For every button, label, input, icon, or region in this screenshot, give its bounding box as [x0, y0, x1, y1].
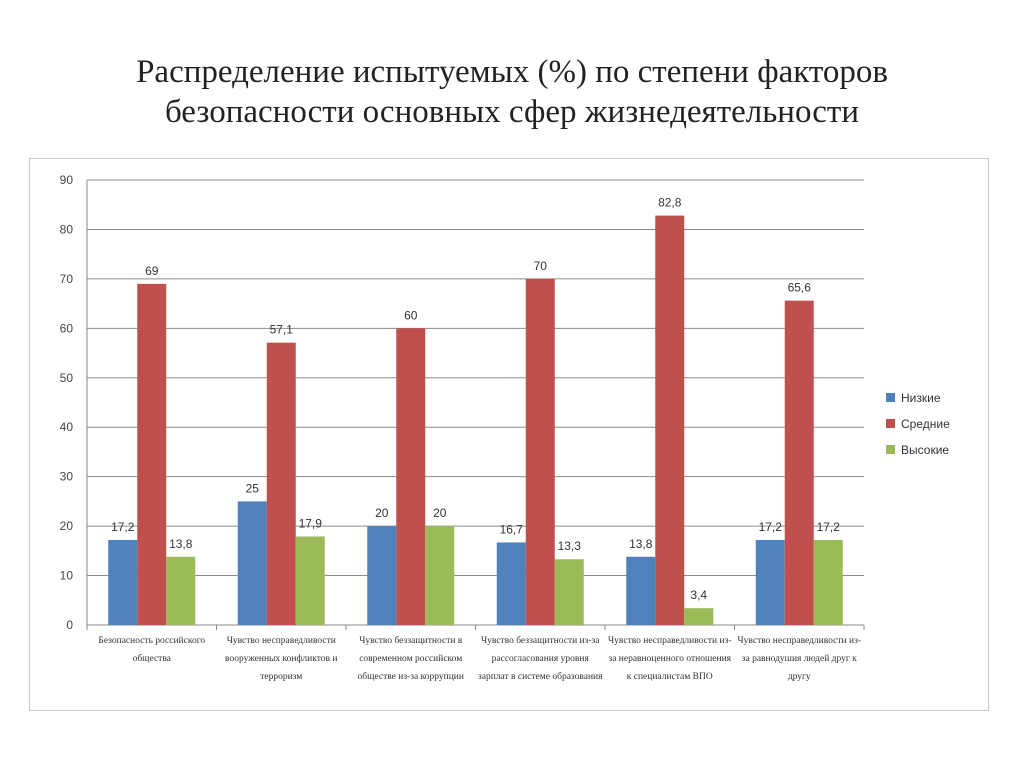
legend-label: Низкие — [901, 391, 941, 405]
data-label: 25 — [246, 481, 260, 495]
bar — [137, 283, 167, 625]
data-label: 17,2 — [817, 520, 841, 534]
category-label: Чувство беззащитности в — [359, 635, 463, 646]
y-tick-label: 40 — [60, 420, 74, 434]
data-label: 16,7 — [500, 522, 524, 536]
bar — [626, 556, 656, 625]
bar — [295, 536, 325, 625]
legend-label: Средние — [901, 417, 950, 431]
bar — [496, 542, 526, 625]
data-label: 20 — [433, 506, 447, 520]
slide-title-line-2: безопасности основных сфер жизнедеятельн… — [164, 94, 860, 130]
data-label: 17,9 — [299, 516, 323, 530]
y-tick-label: 50 — [60, 371, 74, 385]
category-label: современном российском — [359, 653, 462, 664]
y-tick-label: 0 — [66, 618, 73, 632]
legend-swatch — [886, 393, 895, 402]
data-label: 3,4 — [690, 588, 707, 602]
y-tick-label: 70 — [60, 272, 74, 286]
bar — [813, 539, 843, 625]
category-label: зарплат в системе образования — [478, 671, 603, 682]
bar — [266, 342, 296, 625]
category-label: вооруженных конфликтов и — [225, 653, 337, 664]
data-label: 57,1 — [270, 323, 294, 337]
category-label: Чувство беззащитности из-за — [481, 635, 600, 646]
data-label: 60 — [404, 308, 418, 322]
y-tick-label: 10 — [60, 569, 74, 583]
data-label: 13,3 — [558, 539, 582, 553]
bar — [367, 526, 397, 625]
legend-swatch — [886, 445, 895, 454]
category-label: терроризм — [260, 672, 302, 682]
y-tick-label: 20 — [60, 519, 74, 533]
category-label: к специалистам ВПО — [627, 672, 713, 682]
bar — [237, 501, 267, 625]
category-label: за неравноценного отношения — [608, 654, 731, 664]
bar — [784, 300, 814, 625]
y-tick-label: 60 — [60, 321, 74, 335]
slide-title-line-1: Распределение испытуемых (%) по степени … — [136, 54, 888, 90]
bar — [425, 526, 455, 625]
data-label: 17,2 — [111, 520, 135, 534]
legend-label: Высокие — [901, 443, 949, 457]
category-label: Безопасность российского — [98, 635, 205, 646]
category-label: рассогласования уровня — [492, 654, 590, 664]
bar — [554, 559, 584, 625]
data-label: 20 — [375, 506, 389, 520]
data-label: 17,2 — [759, 520, 783, 534]
data-label: 69 — [145, 264, 159, 278]
bar — [525, 278, 555, 625]
category-label: за равнодушия людей друг к — [742, 653, 857, 664]
category-label: Чувство несправедливости из- — [608, 636, 732, 646]
bar — [166, 556, 196, 625]
data-label: 13,8 — [169, 537, 193, 551]
bar — [655, 215, 685, 625]
bar — [755, 539, 785, 625]
data-label: 13,8 — [629, 537, 653, 551]
slide-title: Распределение испытуемых (%) по степени … — [60, 52, 964, 132]
data-label: 70 — [534, 259, 548, 273]
data-label: 82,8 — [658, 196, 682, 210]
category-label: общества — [133, 653, 172, 664]
legend-swatch — [886, 419, 895, 428]
y-tick-label: 90 — [60, 173, 74, 187]
category-label: Чувство несправедливости из- — [738, 636, 862, 646]
category-label: обществе из-за коррупции — [358, 671, 464, 682]
category-label: другу — [788, 672, 811, 682]
y-tick-label: 30 — [60, 470, 74, 484]
y-tick-label: 80 — [60, 222, 74, 236]
bar — [396, 328, 426, 625]
category-label: Чувство несправедливости — [227, 636, 336, 646]
bar — [108, 539, 138, 625]
bar — [684, 608, 714, 625]
data-label: 65,6 — [788, 281, 812, 295]
